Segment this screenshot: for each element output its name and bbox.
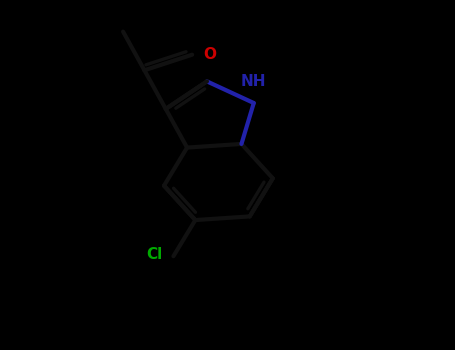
Text: Cl: Cl <box>146 247 162 262</box>
Text: O: O <box>203 47 217 62</box>
Text: NH: NH <box>241 74 267 89</box>
